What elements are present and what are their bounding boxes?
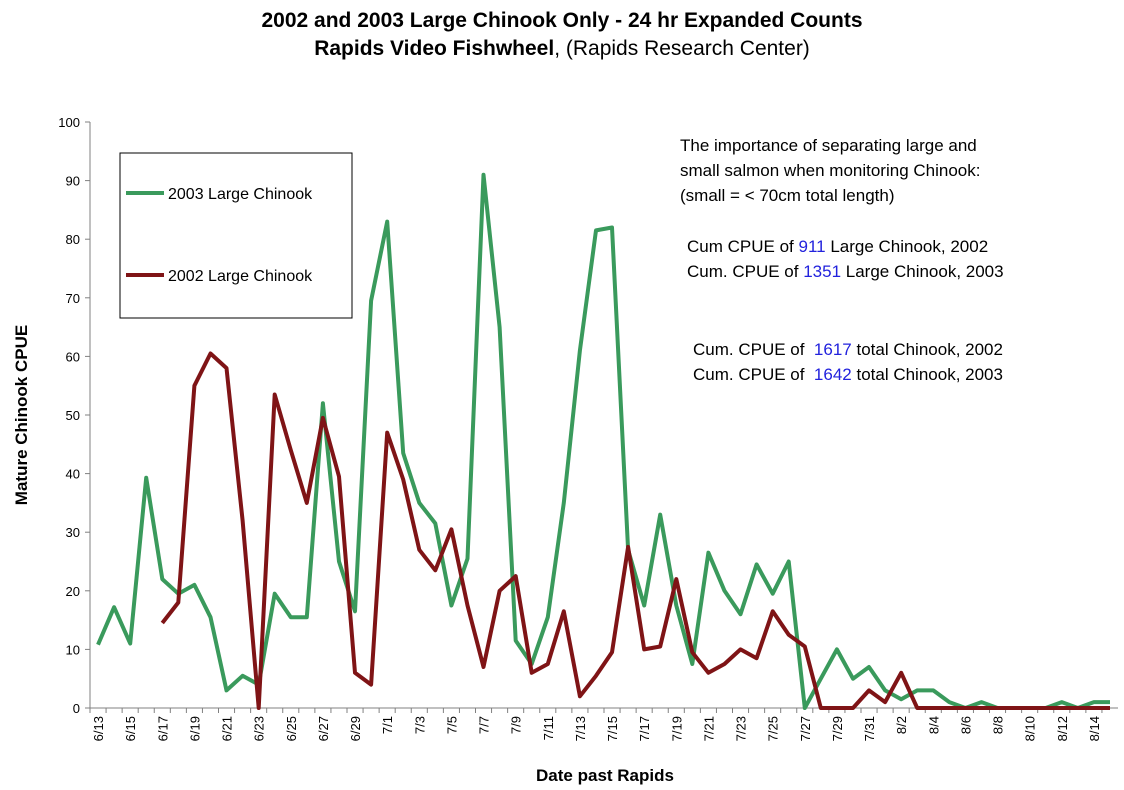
subtitle-rest: , (Rapids Research Center): [554, 37, 810, 60]
x-tick-label: 7/13: [573, 716, 588, 741]
annotation-text: Cum. CPUE of: [687, 262, 803, 281]
y-tick-label: 90: [66, 174, 80, 189]
x-axis-title: Date past Rapids: [536, 766, 674, 785]
y-tick-label: 100: [58, 115, 80, 130]
annotation-text: The importance of separating large and: [680, 136, 977, 155]
annotation-text: total Chinook, 2003: [852, 365, 1003, 384]
series-line: [160, 351, 1110, 710]
x-tick-label: 7/27: [798, 716, 813, 741]
annotation: small salmon when monitoring Chinook:: [680, 161, 980, 180]
x-tick-label: 7/25: [766, 716, 781, 741]
annotation-text: Large Chinook, 2002: [826, 237, 989, 256]
x-tick-label: 6/23: [252, 716, 267, 741]
annotation-number: 1642: [814, 365, 852, 384]
y-tick-label: 80: [66, 232, 80, 247]
x-tick-label: 8/14: [1087, 716, 1102, 741]
x-tick-label: 7/31: [862, 716, 877, 741]
annotation: Cum. CPUE of 1617 total Chinook, 2002: [693, 340, 1003, 359]
x-tick-label: 7/23: [734, 716, 749, 741]
annotation-text: Cum. CPUE of: [693, 365, 814, 384]
x-tick-label: 8/8: [991, 716, 1006, 734]
annotation-number: 1617: [814, 340, 852, 359]
x-tick-label: 7/21: [701, 716, 716, 741]
x-tick-label: 6/25: [284, 716, 299, 741]
x-tick-label: 8/12: [1055, 716, 1070, 741]
chart-subtitle: Rapids Video Fishwheel, (Rapids Research…: [314, 37, 810, 60]
annotation: Cum. CPUE of 1351 Large Chinook, 2003: [687, 262, 1004, 281]
annotation: Cum. CPUE of 1642 total Chinook, 2003: [693, 365, 1003, 384]
x-tick-label: 6/27: [316, 716, 331, 741]
subtitle-bold: Rapids Video Fishwheel: [314, 37, 554, 60]
annotation-text: (small = < 70cm total length): [680, 186, 894, 205]
x-tick-label: 8/4: [926, 716, 941, 734]
x-tick-label: 6/15: [123, 716, 138, 741]
y-tick-label: 0: [73, 701, 80, 716]
x-tick-label: 7/19: [669, 716, 684, 741]
x-tick-label: 6/29: [348, 716, 363, 741]
y-tick-label: 50: [66, 408, 80, 423]
x-tick-label: 6/19: [187, 716, 202, 741]
legend-box: [119, 152, 353, 319]
annotation: (small = < 70cm total length): [680, 186, 894, 205]
x-tick-label: 7/3: [412, 716, 427, 734]
annotation-text: Cum. CPUE of: [693, 340, 814, 359]
x-tick-label: 7/29: [830, 716, 845, 741]
legend-label: 2002 Large Chinook: [168, 268, 313, 285]
annotation-number: 911: [798, 237, 825, 256]
y-tick-label: 60: [66, 349, 80, 364]
x-tick-label: 6/13: [91, 716, 106, 741]
annotation: The importance of separating large and: [680, 136, 977, 155]
x-tick-label: 7/9: [509, 716, 524, 734]
chart-title: 2002 and 2003 Large Chinook Only - 24 hr…: [262, 9, 863, 32]
x-tick-label: 6/21: [220, 716, 235, 741]
annotation-text: total Chinook, 2002: [852, 340, 1003, 359]
x-tick-label: 7/11: [541, 716, 556, 740]
x-tick-label: 8/10: [1023, 716, 1038, 741]
legend-label: 2003 Large Chinook: [168, 186, 313, 203]
x-tick-label: 7/1: [380, 716, 395, 734]
y-tick-label: 40: [66, 467, 80, 482]
x-tick-label: 8/2: [894, 716, 909, 734]
x-tick-label: 7/5: [444, 716, 459, 734]
x-tick-label: 7/15: [605, 716, 620, 741]
y-tick-label: 70: [66, 291, 80, 306]
annotation-text: Cum CPUE of: [687, 237, 798, 256]
x-tick-label: 8/6: [958, 716, 973, 734]
y-tick-label: 20: [66, 584, 80, 599]
y-tick-label: 10: [66, 642, 80, 657]
annotation-number: 1351: [803, 262, 841, 281]
x-tick-label: 7/7: [477, 716, 492, 734]
annotation-text: Large Chinook, 2003: [841, 262, 1004, 281]
y-tick-label: 30: [66, 525, 80, 540]
annotation-text: small salmon when monitoring Chinook:: [680, 161, 980, 180]
x-tick-label: 7/17: [637, 716, 652, 741]
y-axis-title: Mature Chinook CPUE: [12, 325, 31, 505]
series-line: [96, 172, 1110, 710]
x-tick-label: 6/17: [155, 716, 170, 741]
annotation: Cum CPUE of 911 Large Chinook, 2002: [687, 237, 988, 256]
